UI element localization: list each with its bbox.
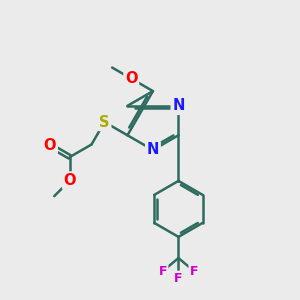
Text: F: F bbox=[158, 265, 167, 278]
Text: N: N bbox=[147, 142, 159, 158]
Text: O: O bbox=[125, 71, 137, 86]
Text: O: O bbox=[44, 138, 56, 153]
Text: O: O bbox=[64, 173, 76, 188]
Text: F: F bbox=[190, 265, 199, 278]
Text: N: N bbox=[172, 98, 184, 113]
Text: S: S bbox=[99, 115, 110, 130]
Text: F: F bbox=[174, 272, 183, 285]
